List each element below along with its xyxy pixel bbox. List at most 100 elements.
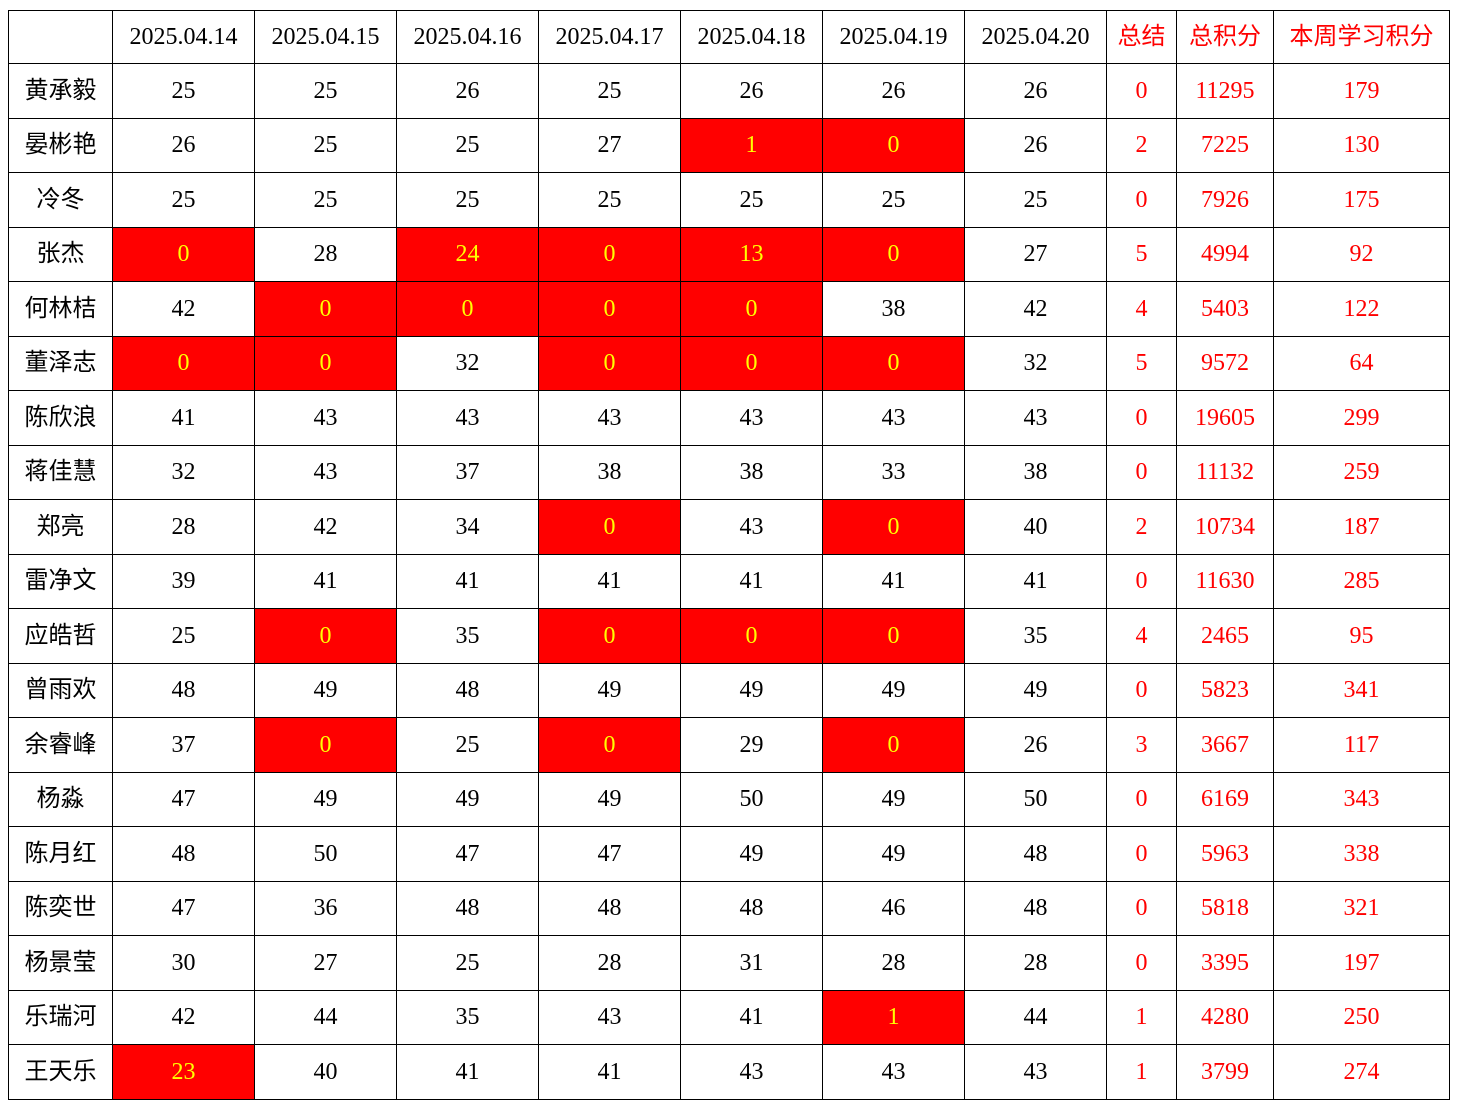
student-name-cell[interactable]: 郑亮 xyxy=(8,499,113,555)
week-points-cell[interactable]: 250 xyxy=(1273,989,1450,1045)
day-score-cell[interactable]: 25 xyxy=(254,117,397,173)
week-points-cell[interactable]: 343 xyxy=(1273,771,1450,827)
student-name-cell[interactable]: 陈月红 xyxy=(8,826,113,882)
date-header-cell[interactable]: 2025.04.20 xyxy=(964,10,1107,64)
total-points-cell[interactable]: 3395 xyxy=(1176,935,1274,991)
day-score-cell[interactable]: 32 xyxy=(112,444,255,500)
student-name-cell[interactable]: 雷净文 xyxy=(8,553,113,609)
day-score-cell[interactable]: 38 xyxy=(680,444,823,500)
day-score-cell[interactable]: 26 xyxy=(396,63,539,119)
day-score-cell[interactable]: 33 xyxy=(822,444,965,500)
summary-count-cell[interactable]: 0 xyxy=(1106,771,1177,827)
student-name-cell[interactable]: 董泽志 xyxy=(8,335,113,391)
day-score-cell-missed[interactable]: 0 xyxy=(254,335,397,391)
total-points-cell[interactable]: 10734 xyxy=(1176,499,1274,555)
day-score-cell[interactable]: 31 xyxy=(680,935,823,991)
day-score-cell[interactable]: 40 xyxy=(964,499,1107,555)
day-score-cell[interactable]: 37 xyxy=(112,717,255,773)
day-score-cell[interactable]: 49 xyxy=(538,662,681,718)
day-score-cell[interactable]: 50 xyxy=(254,826,397,882)
week-points-cell[interactable]: 341 xyxy=(1273,662,1450,718)
day-score-cell[interactable]: 26 xyxy=(112,117,255,173)
day-score-cell[interactable]: 48 xyxy=(396,662,539,718)
week-points-cell[interactable]: 299 xyxy=(1273,390,1450,446)
day-score-cell[interactable]: 41 xyxy=(680,553,823,609)
week-points-cell[interactable]: 92 xyxy=(1273,226,1450,282)
summary-count-cell[interactable]: 0 xyxy=(1106,880,1177,936)
day-score-cell[interactable]: 26 xyxy=(964,717,1107,773)
day-score-cell-missed[interactable]: 0 xyxy=(112,226,255,282)
day-score-cell[interactable]: 43 xyxy=(822,1044,965,1100)
day-score-cell[interactable]: 41 xyxy=(112,390,255,446)
date-header-cell[interactable]: 2025.04.16 xyxy=(396,10,539,64)
day-score-cell[interactable]: 48 xyxy=(396,880,539,936)
day-score-cell[interactable]: 26 xyxy=(822,63,965,119)
week-points-cell[interactable]: 179 xyxy=(1273,63,1450,119)
day-score-cell[interactable]: 35 xyxy=(964,608,1107,664)
day-score-cell[interactable]: 25 xyxy=(396,717,539,773)
day-score-cell-missed[interactable]: 23 xyxy=(112,1044,255,1100)
total-points-cell[interactable]: 11630 xyxy=(1176,553,1274,609)
day-score-cell-missed[interactable]: 0 xyxy=(254,281,397,337)
week-points-cell[interactable]: 117 xyxy=(1273,717,1450,773)
day-score-cell-missed[interactable]: 0 xyxy=(822,608,965,664)
summary-count-cell[interactable]: 5 xyxy=(1106,335,1177,391)
student-name-cell[interactable]: 杨景莹 xyxy=(8,935,113,991)
day-score-cell[interactable]: 43 xyxy=(964,1044,1107,1100)
total-points-header-cell[interactable]: 总积分 xyxy=(1176,10,1274,64)
date-header-cell[interactable]: 2025.04.18 xyxy=(680,10,823,64)
summary-count-cell[interactable]: 0 xyxy=(1106,553,1177,609)
day-score-cell[interactable]: 43 xyxy=(822,390,965,446)
student-name-cell[interactable]: 应皓哲 xyxy=(8,608,113,664)
day-score-cell[interactable]: 25 xyxy=(254,172,397,228)
day-score-cell[interactable]: 39 xyxy=(112,553,255,609)
date-header-cell[interactable]: 2025.04.17 xyxy=(538,10,681,64)
day-score-cell[interactable]: 25 xyxy=(396,117,539,173)
day-score-cell-missed[interactable]: 0 xyxy=(822,499,965,555)
day-score-cell[interactable]: 49 xyxy=(822,662,965,718)
day-score-cell-missed[interactable]: 0 xyxy=(822,117,965,173)
total-points-cell[interactable]: 3799 xyxy=(1176,1044,1274,1100)
week-points-cell[interactable]: 274 xyxy=(1273,1044,1450,1100)
total-points-cell[interactable]: 5963 xyxy=(1176,826,1274,882)
student-name-cell[interactable]: 冷冬 xyxy=(8,172,113,228)
day-score-cell[interactable]: 25 xyxy=(538,63,681,119)
day-score-cell[interactable]: 28 xyxy=(822,935,965,991)
day-score-cell[interactable]: 38 xyxy=(822,281,965,337)
day-score-cell[interactable]: 49 xyxy=(396,771,539,827)
week-points-cell[interactable]: 122 xyxy=(1273,281,1450,337)
day-score-cell[interactable]: 47 xyxy=(112,771,255,827)
week-points-header-cell[interactable]: 本周学习积分 xyxy=(1273,10,1450,64)
day-score-cell[interactable]: 38 xyxy=(538,444,681,500)
total-points-cell[interactable]: 7926 xyxy=(1176,172,1274,228)
day-score-cell[interactable]: 41 xyxy=(538,1044,681,1100)
day-score-cell-missed[interactable]: 0 xyxy=(538,281,681,337)
day-score-cell[interactable]: 48 xyxy=(112,826,255,882)
day-score-cell-missed[interactable]: 0 xyxy=(538,717,681,773)
day-score-cell[interactable]: 25 xyxy=(680,172,823,228)
day-score-cell-missed[interactable]: 0 xyxy=(822,717,965,773)
day-score-cell[interactable]: 43 xyxy=(538,989,681,1045)
day-score-cell[interactable]: 25 xyxy=(396,172,539,228)
day-score-cell[interactable]: 49 xyxy=(964,662,1107,718)
day-score-cell-missed[interactable]: 0 xyxy=(680,608,823,664)
summary-count-cell[interactable]: 1 xyxy=(1106,1044,1177,1100)
day-score-cell[interactable]: 43 xyxy=(254,444,397,500)
summary-count-cell[interactable]: 2 xyxy=(1106,117,1177,173)
day-score-cell[interactable]: 47 xyxy=(112,880,255,936)
day-score-cell[interactable]: 41 xyxy=(822,553,965,609)
summary-count-cell[interactable]: 0 xyxy=(1106,444,1177,500)
day-score-cell[interactable]: 30 xyxy=(112,935,255,991)
total-points-cell[interactable]: 2465 xyxy=(1176,608,1274,664)
student-name-cell[interactable]: 晏彬艳 xyxy=(8,117,113,173)
day-score-cell[interactable]: 49 xyxy=(254,771,397,827)
total-points-cell[interactable]: 5818 xyxy=(1176,880,1274,936)
corner-cell[interactable] xyxy=(8,10,113,64)
day-score-cell-missed[interactable]: 0 xyxy=(538,335,681,391)
day-score-cell[interactable]: 43 xyxy=(538,390,681,446)
day-score-cell[interactable]: 43 xyxy=(680,499,823,555)
day-score-cell[interactable]: 43 xyxy=(396,390,539,446)
day-score-cell[interactable]: 35 xyxy=(396,608,539,664)
day-score-cell-missed[interactable]: 1 xyxy=(680,117,823,173)
summary-count-cell[interactable]: 0 xyxy=(1106,63,1177,119)
